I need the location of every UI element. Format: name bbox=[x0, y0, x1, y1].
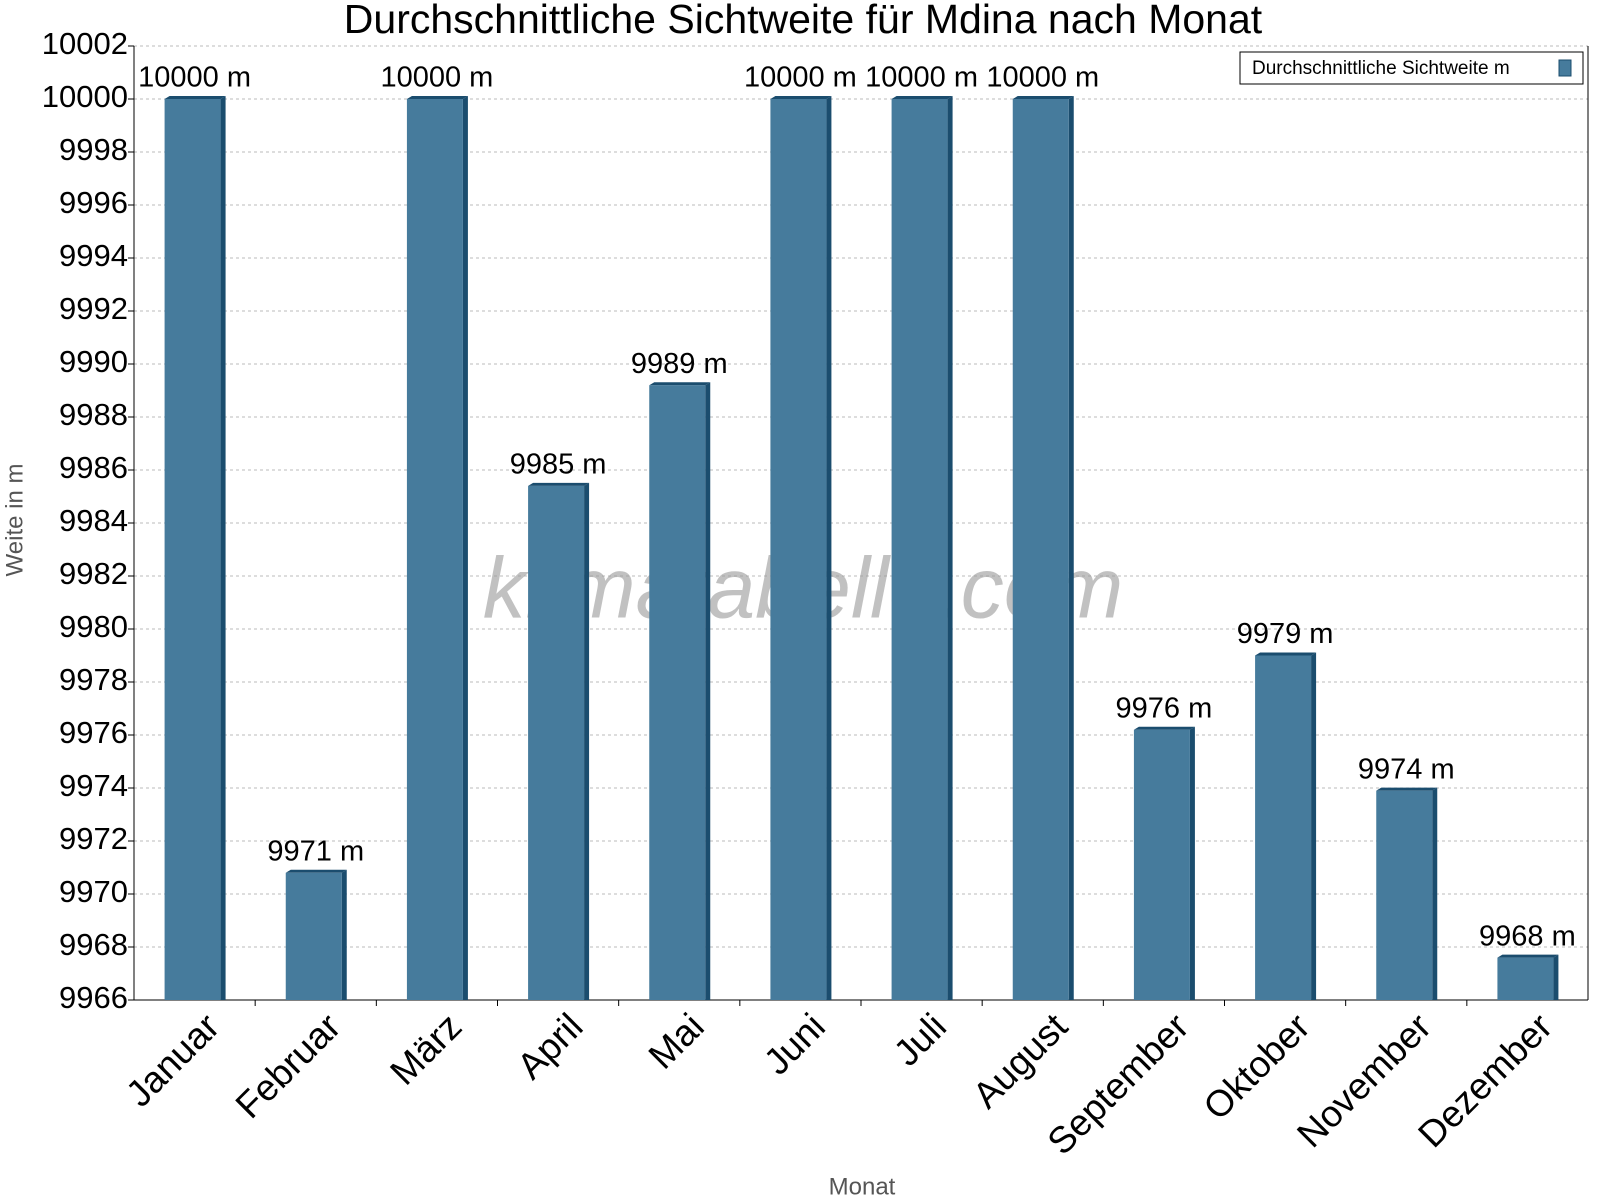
bar-side bbox=[1189, 726, 1195, 1000]
y-tick-label: 9988 bbox=[59, 397, 128, 432]
bar bbox=[1497, 957, 1554, 1000]
y-tick-label: 9980 bbox=[59, 609, 128, 644]
value-label: 9971 m bbox=[267, 835, 364, 867]
y-tick-label: 10002 bbox=[42, 26, 128, 61]
y-tick-label: 9990 bbox=[59, 344, 128, 379]
y-tick-label: 9974 bbox=[59, 768, 128, 803]
bar-side bbox=[1068, 96, 1074, 1000]
bar bbox=[649, 385, 706, 1000]
y-tick-label: 9996 bbox=[59, 185, 128, 220]
bar-side bbox=[705, 382, 711, 1000]
x-tick-label: Dezember bbox=[1410, 1006, 1560, 1156]
x-tick-label: Juni bbox=[756, 1006, 833, 1083]
bar bbox=[770, 99, 827, 1000]
value-label: 10000 m bbox=[865, 62, 978, 94]
value-label: 9974 m bbox=[1358, 753, 1455, 785]
legend-swatch bbox=[1558, 59, 1572, 77]
bar-top bbox=[285, 869, 347, 873]
bar bbox=[1376, 790, 1433, 1000]
value-label: 9976 m bbox=[1116, 692, 1213, 724]
value-label: 10000 m bbox=[380, 62, 493, 94]
x-tick-label: Juli bbox=[886, 1006, 954, 1074]
x-tick-label: August bbox=[965, 1005, 1076, 1116]
x-tick-label: März bbox=[382, 1006, 469, 1093]
y-tick-label: 9970 bbox=[59, 874, 128, 909]
value-label: 9968 m bbox=[1479, 920, 1576, 952]
bar-side bbox=[1432, 787, 1438, 1000]
x-tick-label: Mai bbox=[641, 1006, 712, 1077]
bar bbox=[891, 99, 948, 1000]
y-tick-label: 9968 bbox=[59, 927, 128, 962]
bar-top bbox=[649, 382, 711, 386]
bar-side bbox=[1553, 954, 1559, 1000]
y-tick-label: 9978 bbox=[59, 662, 128, 697]
value-label: 10000 m bbox=[986, 62, 1099, 94]
bar-side bbox=[947, 96, 953, 1000]
x-tick-label: April bbox=[509, 1006, 590, 1087]
bar bbox=[1012, 99, 1069, 1000]
y-tick-label: 9992 bbox=[59, 291, 128, 326]
value-label: 10000 m bbox=[744, 62, 857, 94]
x-tick-label: Februar bbox=[228, 1006, 349, 1127]
bar-top bbox=[1376, 787, 1438, 791]
bar-side bbox=[220, 96, 226, 1000]
bar bbox=[164, 99, 221, 1000]
legend-box bbox=[1239, 51, 1584, 85]
y-axis-title: Weite in m bbox=[1, 464, 28, 577]
x-tick-label: Januar bbox=[118, 1006, 227, 1115]
y-tick-label: 10000 bbox=[42, 79, 128, 114]
bar-top bbox=[891, 96, 953, 99]
bar-top bbox=[406, 96, 468, 99]
bar-side bbox=[1311, 652, 1317, 1000]
bar-top bbox=[1497, 954, 1559, 958]
bar-top bbox=[528, 482, 590, 486]
bar-side bbox=[584, 482, 590, 1000]
bar-top bbox=[1255, 652, 1317, 656]
y-tick-label: 9994 bbox=[59, 238, 128, 273]
bar-side bbox=[462, 96, 468, 1000]
bar bbox=[528, 485, 585, 1000]
chart-title: Durchschnittliche Sichtweite für Mdina n… bbox=[344, 0, 1263, 42]
legend-label: Durchschnittliche Sichtweite m bbox=[1252, 58, 1510, 79]
value-label: 9985 m bbox=[510, 449, 607, 481]
y-tick-label: 9966 bbox=[59, 980, 128, 1015]
bar bbox=[1133, 729, 1190, 1000]
value-label: 9979 m bbox=[1237, 618, 1334, 650]
bar-side bbox=[826, 96, 832, 1000]
x-tick-label: Oktober bbox=[1196, 1006, 1318, 1128]
bar-top bbox=[1012, 96, 1074, 99]
x-axis-title: Monat bbox=[829, 1173, 896, 1200]
bar-top bbox=[770, 96, 832, 99]
legend: Durchschnittliche Sichtweite m bbox=[1239, 51, 1584, 85]
value-label: 9989 m bbox=[631, 348, 728, 380]
y-tick-label: 9986 bbox=[59, 450, 128, 485]
bar-top bbox=[1133, 726, 1195, 730]
value-label: 10000 m bbox=[138, 62, 251, 94]
y-tick-label: 9984 bbox=[59, 503, 128, 538]
bar bbox=[406, 99, 463, 1000]
bar-top bbox=[164, 96, 226, 99]
bar bbox=[285, 872, 342, 1000]
y-tick-label: 9982 bbox=[59, 556, 128, 591]
y-tick-label: 9976 bbox=[59, 715, 128, 750]
bar bbox=[1255, 655, 1312, 1000]
bar-side bbox=[341, 869, 347, 1000]
y-tick-label: 9972 bbox=[59, 821, 128, 856]
y-tick-label: 9998 bbox=[59, 132, 128, 167]
